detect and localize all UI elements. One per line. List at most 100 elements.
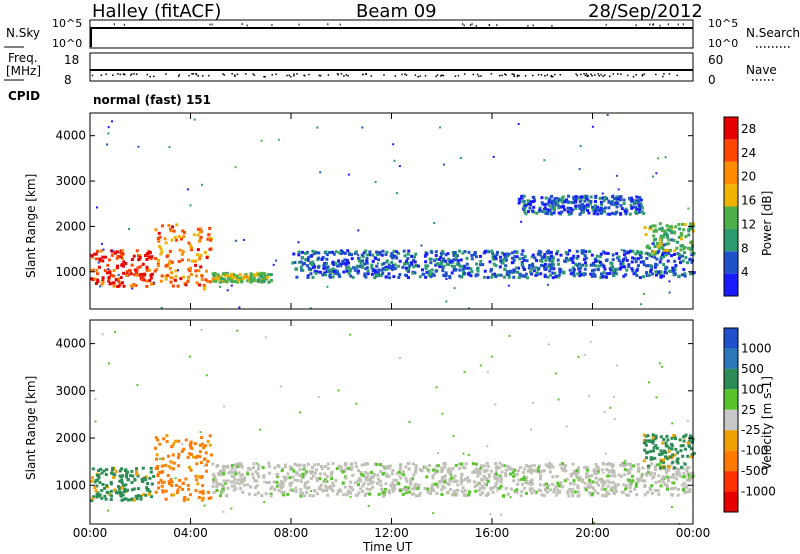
velocity-echo-cell <box>428 463 432 467</box>
power-echo-cell <box>543 274 547 278</box>
power-echo-cell <box>134 284 138 288</box>
velocity-echo-cell <box>191 455 195 459</box>
power-echo-cell <box>460 275 464 279</box>
velocity-echo-cell <box>253 479 257 483</box>
velocity-echo-cell <box>688 488 692 492</box>
velocity-echo-cell <box>682 481 686 485</box>
power-echo-cell <box>551 276 555 280</box>
velocity-echo-cell <box>628 471 632 475</box>
velocity-echo-cell <box>364 478 368 482</box>
power-echo-cell <box>211 272 215 276</box>
power-echo-cell <box>466 266 470 270</box>
velocity-noise-point <box>479 364 482 367</box>
power-echo-cell <box>592 268 596 272</box>
velocity-echo-cell <box>382 490 386 494</box>
velocity-echo-cell <box>251 466 255 470</box>
power-echo-cell <box>207 233 211 237</box>
velocity-plot-area <box>90 320 693 524</box>
x-tick-label: 00:00 <box>676 526 711 540</box>
power-echo-cell <box>640 204 644 208</box>
power-echo-cell <box>476 267 480 271</box>
power-echo-cell <box>596 205 600 209</box>
power-echo-cell <box>568 249 572 253</box>
velocity-echo-cell <box>112 476 116 480</box>
power-echo-cell <box>192 259 196 263</box>
power-echo-cell <box>594 196 598 200</box>
power-echo-cell <box>636 257 640 261</box>
power-echo-cell <box>673 249 677 253</box>
power-echo-cell <box>153 269 157 273</box>
power-echo-cell <box>599 272 603 276</box>
velocity-echo-cell <box>690 440 694 444</box>
power-echo-cell <box>542 255 546 259</box>
power-echo-cell <box>565 198 569 202</box>
power-echo-cell <box>163 237 167 241</box>
velocity-noise-point <box>230 507 233 510</box>
velocity-echo-cell <box>644 439 648 443</box>
velocity-noise-point <box>604 452 607 455</box>
velocity-echo-cell <box>328 485 332 489</box>
velocity-echo-cell <box>414 494 418 498</box>
power-echo-cell <box>350 253 354 257</box>
velocity-echo-cell <box>659 484 663 488</box>
velocity-echo-cell <box>122 497 126 501</box>
power-echo-cell <box>364 267 368 271</box>
velocity-noise-point <box>658 362 661 365</box>
power-noise-point <box>655 271 658 274</box>
nave-point <box>345 74 348 76</box>
velocity-echo-cell <box>490 469 494 473</box>
power-echo-cell <box>679 248 683 252</box>
velocity-echo-cell <box>242 483 246 487</box>
velocity-echo-cell <box>120 481 124 485</box>
nsky-point <box>605 23 607 26</box>
power-echo-cell <box>363 274 367 278</box>
power-echo-cell <box>692 251 696 255</box>
velocity-echo-cell <box>124 497 128 501</box>
nave-point <box>490 73 493 75</box>
power-echo-cell <box>546 265 550 269</box>
power-colorbar-tick-label: 24 <box>741 146 756 160</box>
power-echo-cell <box>188 269 192 273</box>
velocity-echo-cell <box>206 459 210 463</box>
velocity-echo-cell <box>658 462 662 466</box>
velocity-echo-cell <box>178 478 182 482</box>
velocity-echo-cell <box>653 465 657 469</box>
power-echo-cell <box>349 274 353 278</box>
velocity-echo-cell <box>430 484 434 488</box>
velocity-echo-cell <box>426 487 430 491</box>
power-noise-point <box>242 238 245 241</box>
nave-point <box>123 73 126 76</box>
power-echo-cell <box>555 196 559 200</box>
velocity-echo-cell <box>104 497 108 501</box>
power-echo-cell <box>577 262 581 266</box>
power-echo-cell <box>128 268 132 272</box>
power-echo-cell <box>619 198 623 202</box>
velocity-echo-cell <box>149 470 153 474</box>
power-echo-cell <box>635 195 639 199</box>
velocity-echo-cell <box>362 482 366 486</box>
velocity-echo-cell <box>281 484 285 488</box>
velocity-echo-cell <box>391 486 395 490</box>
power-echo-cell <box>377 251 381 255</box>
power-echo-cell <box>679 244 683 248</box>
power-echo-cell <box>467 250 471 254</box>
power-echo-cell <box>670 238 674 242</box>
power-echo-cell <box>195 253 199 257</box>
velocity-echo-cell <box>449 479 453 483</box>
velocity-noise-point <box>174 477 177 480</box>
velocity-echo-cell <box>466 476 470 480</box>
power-echo-cell <box>538 208 542 212</box>
velocity-echo-cell <box>675 459 679 463</box>
velocity-echo-cell <box>100 471 104 475</box>
power-echo-cell <box>659 270 663 274</box>
power-echo-cell <box>122 271 126 275</box>
power-echo-cell <box>619 212 623 216</box>
velocity-echo-cell <box>558 463 562 467</box>
power-noise-point <box>177 269 180 272</box>
power-echo-cell <box>458 249 462 253</box>
velocity-echo-cell <box>401 470 405 474</box>
power-noise-point <box>359 256 362 259</box>
power-noise-point <box>360 265 363 268</box>
power-echo-cell <box>580 195 584 199</box>
nsky-point <box>123 23 125 26</box>
